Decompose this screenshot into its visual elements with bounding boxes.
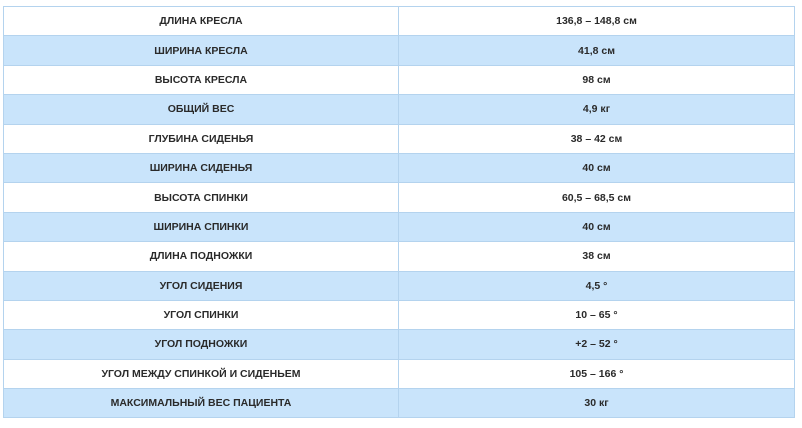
spec-value: 30 кг <box>398 388 795 419</box>
table-row: ОБЩИЙ ВЕС 4,9 кг <box>3 94 795 125</box>
spec-value: 40 см <box>398 211 795 243</box>
spec-value: 10 – 65 ° <box>398 299 795 331</box>
specs-table: ДЛИНА КРЕСЛА 136,8 – 148,8 см ШИРИНА КРЕСЛ… <box>3 5 795 419</box>
spec-value: 60,5 – 68,5 см <box>398 182 795 213</box>
spec-label: ШИРИНА КРЕСЛА <box>3 35 399 66</box>
spec-label: ДЛИНА ПОДНОЖКИ <box>3 241 399 272</box>
spec-value: 38 см <box>398 241 795 272</box>
spec-value: 4,5 ° <box>398 270 795 301</box>
spec-label: МАКСИМАЛЬНЫЙ ВЕС ПАЦИЕНТА <box>3 388 399 419</box>
spec-label: УГОЛ ПОДНОЖКИ <box>3 329 399 360</box>
table-row: УГОЛ МЕЖДУ СПИНКОЙ И СИДЕНЬЕМ 105 – 166 ° <box>3 358 795 390</box>
table-row: ГЛУБИНА СИДЕНЬЯ 38 – 42 см <box>3 123 795 154</box>
table-row: ШИРИНА КРЕСЛА 41,8 см <box>3 35 795 66</box>
table-row: ВЫСОТА КРЕСЛА 98 см <box>3 64 795 96</box>
table-row: ШИРИНА СПИНКИ 40 см <box>3 211 795 243</box>
table-row: УГОЛ ПОДНОЖКИ +2 – 52 ° <box>3 329 795 360</box>
table-row: ДЛИНА ПОДНОЖКИ 38 см <box>3 241 795 272</box>
table-row: ВЫСОТА СПИНКИ 60,5 – 68,5 см <box>3 182 795 213</box>
spec-value: +2 – 52 ° <box>398 329 795 360</box>
spec-label: ВЫСОТА СПИНКИ <box>3 182 399 213</box>
spec-label: ШИРИНА СПИНКИ <box>3 211 399 243</box>
table-row: УГОЛ СИДЕНИЯ 4,5 ° <box>3 270 795 301</box>
spec-value: 41,8 см <box>398 35 795 66</box>
spec-label: ГЛУБИНА СИДЕНЬЯ <box>3 123 399 154</box>
spec-label: УГОЛ МЕЖДУ СПИНКОЙ И СИДЕНЬЕМ <box>3 358 399 390</box>
spec-label: ДЛИНА КРЕСЛА <box>3 5 399 37</box>
spec-value: 4,9 кг <box>398 94 795 125</box>
spec-label: УГОЛ СПИНКИ <box>3 299 399 331</box>
table-row: ДЛИНА КРЕСЛА 136,8 – 148,8 см <box>3 5 795 37</box>
spec-value: 136,8 – 148,8 см <box>398 5 795 37</box>
spec-label: ОБЩИЙ ВЕС <box>3 94 399 125</box>
table-row: УГОЛ СПИНКИ 10 – 65 ° <box>3 299 795 331</box>
spec-value: 38 – 42 см <box>398 123 795 154</box>
spec-value: 98 см <box>398 64 795 96</box>
spec-label: ШИРИНА СИДЕНЬЯ <box>3 152 399 184</box>
table-row: МАКСИМАЛЬНЫЙ ВЕС ПАЦИЕНТА 30 кг <box>3 388 795 419</box>
table-row: ШИРИНА СИДЕНЬЯ 40 см <box>3 152 795 184</box>
spec-value: 40 см <box>398 152 795 184</box>
spec-label: УГОЛ СИДЕНИЯ <box>3 270 399 301</box>
spec-value: 105 – 166 ° <box>398 358 795 390</box>
spec-label: ВЫСОТА КРЕСЛА <box>3 64 399 96</box>
